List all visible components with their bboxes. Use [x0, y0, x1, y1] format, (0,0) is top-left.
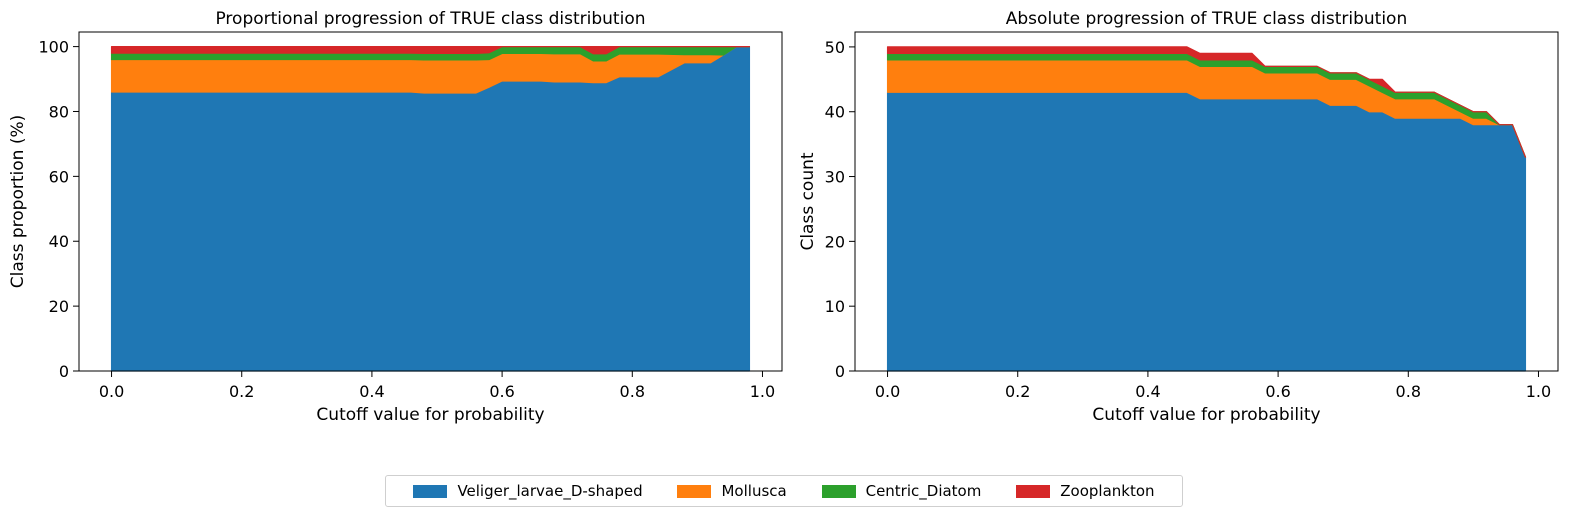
y-tick-label: 20 — [825, 232, 845, 251]
x-tick-label: 0.8 — [620, 382, 645, 401]
legend-item-centric-diatom: Centric_Diatom — [821, 482, 982, 500]
x-tick-label: 0.4 — [359, 382, 384, 401]
x-tick-label: 1.0 — [1526, 382, 1551, 401]
legend-item-zooplankton: Zooplankton — [1016, 482, 1155, 500]
y-tick-label: 50 — [825, 38, 845, 57]
x-tick-label: 0.0 — [875, 382, 900, 401]
y-tick-label: 20 — [49, 297, 69, 316]
y-tick-label: 0 — [59, 362, 69, 381]
legend-label-zooplankton: Zooplankton — [1060, 482, 1155, 500]
x-axis-label: Cutoff value for probability — [1092, 405, 1320, 425]
y-tick-label: 100 — [38, 38, 69, 57]
legend-label-veliger: Veliger_larvae_D-shaped — [457, 482, 643, 500]
y-tick-label: 0 — [835, 362, 845, 381]
x-tick-label: 0.6 — [489, 382, 514, 401]
plot-frame — [78, 31, 783, 372]
area-zooplankton — [110, 46, 751, 55]
x-tick-label: 0.6 — [1265, 382, 1290, 401]
area-zooplankton — [886, 46, 1527, 158]
proportional-chart: 0.0 0.2 0.4 0.6 0.8 1.0 0 20 40 60 80 100 Proportion… — [8, 9, 783, 425]
y-axis-label: Class proportion (%) — [8, 115, 28, 289]
legend-label-mollusca: Mollusca — [721, 482, 787, 500]
y-tick-label: 80 — [49, 102, 69, 121]
area-veliger-larvae-d-shaped — [886, 91, 1527, 372]
y-axis-label: Class count — [798, 152, 818, 250]
x-tick-label: 0.4 — [1135, 382, 1160, 401]
plot-frame — [854, 31, 1559, 372]
y-tick-label: 60 — [49, 167, 69, 186]
y-tick-label: 40 — [49, 232, 69, 251]
legend-item-veliger: Veliger_larvae_D-shaped — [413, 482, 643, 500]
chart-title: Absolute progression of TRUE class distr… — [1006, 9, 1407, 29]
legend-label-centric-diatom: Centric_Diatom — [865, 482, 982, 500]
x-tick-label: 1.0 — [750, 382, 775, 401]
legend-swatch-zooplankton — [1016, 484, 1051, 498]
y-tick-label: 10 — [825, 297, 845, 316]
legend-swatch-mollusca — [677, 484, 712, 498]
x-tick-label: 0.2 — [1005, 382, 1030, 401]
x-tick-label: 0.8 — [1396, 382, 1421, 401]
legend-item-mollusca: Mollusca — [677, 482, 787, 500]
x-axis-label: Cutoff value for probability — [316, 405, 544, 425]
y-tick-label: 30 — [825, 168, 845, 187]
area-veliger-larvae-d-shaped — [110, 46, 751, 372]
legend-swatch-centric-diatom — [821, 484, 856, 498]
legend: Veliger_larvae_D-shaped Mollusca Centric… — [385, 475, 1183, 507]
absolute-chart: 0.0 0.2 0.4 0.6 0.8 1.0 0 10 20 30 40 50 Absolute pr… — [798, 9, 1559, 425]
charts-canvas: 0.0 0.2 0.4 0.6 0.8 1.0020406080100Proportion… — [8, 9, 1559, 425]
x-tick-label: 0.2 — [229, 382, 254, 401]
legend-swatch-veliger — [413, 484, 448, 498]
y-tick-label: 40 — [825, 103, 845, 122]
x-tick-label: 0.0 — [99, 382, 124, 401]
chart-title: Proportional progression of TRUE class d… — [215, 9, 645, 29]
